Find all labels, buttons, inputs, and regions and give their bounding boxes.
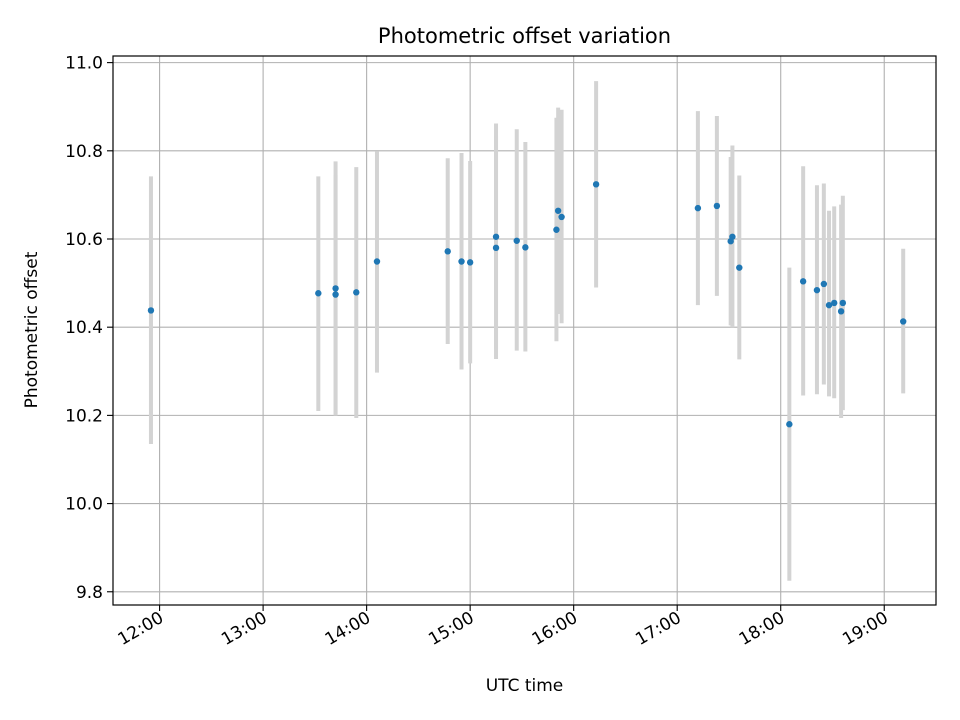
data-point bbox=[513, 237, 520, 244]
x-axis-label: UTC time bbox=[486, 676, 564, 696]
y-tick-label: 10.8 bbox=[65, 142, 103, 162]
y-axis-label: Photometric offset bbox=[22, 251, 42, 408]
x-tick-label: 15:00 bbox=[425, 608, 477, 650]
data-point bbox=[831, 299, 838, 307]
data-point bbox=[315, 290, 322, 297]
x-tick-label: 13:00 bbox=[218, 608, 270, 650]
data-point bbox=[458, 258, 465, 265]
data-point bbox=[353, 289, 360, 296]
x-tick-label: 14:00 bbox=[322, 608, 374, 650]
data-point bbox=[558, 213, 565, 221]
data-point bbox=[466, 259, 474, 266]
data-point bbox=[553, 226, 560, 233]
data-point bbox=[727, 238, 734, 245]
x-tick-label: 12:00 bbox=[115, 608, 167, 650]
data-point bbox=[786, 421, 793, 428]
data-point bbox=[736, 264, 743, 271]
y-tick-label: 10.0 bbox=[65, 495, 103, 515]
data-point bbox=[592, 181, 600, 188]
x-tick-label: 19:00 bbox=[839, 608, 891, 650]
chart-title: Photometric offset variation bbox=[378, 24, 671, 48]
y-tick-label: 10.4 bbox=[65, 318, 103, 338]
data-point bbox=[820, 280, 828, 288]
data-point bbox=[799, 278, 807, 285]
x-tick-label: 16:00 bbox=[529, 608, 581, 650]
data-points bbox=[147, 181, 907, 428]
data-point bbox=[332, 285, 339, 292]
x-tick-label: 18:00 bbox=[736, 608, 788, 650]
data-point bbox=[444, 248, 451, 255]
data-point bbox=[837, 308, 845, 315]
data-point bbox=[839, 299, 847, 307]
y-tick-label: 10.6 bbox=[65, 230, 103, 250]
data-point bbox=[332, 291, 339, 298]
data-point bbox=[373, 258, 381, 265]
data-point bbox=[713, 202, 721, 210]
plot-frame bbox=[112, 55, 937, 606]
data-point bbox=[554, 207, 562, 214]
data-point bbox=[813, 286, 821, 294]
data-point bbox=[694, 204, 702, 212]
error-bars bbox=[148, 81, 906, 581]
data-point bbox=[825, 301, 833, 309]
data-point bbox=[492, 233, 500, 240]
data-point bbox=[147, 307, 155, 314]
y-tick-label: 9.8 bbox=[76, 583, 103, 603]
x-tick-label: 17:00 bbox=[632, 608, 684, 650]
axis-ticks: 12:00 13:00 14:00 15:00 16:00 17:00 18:00 19:00… bbox=[65, 54, 892, 650]
data-point bbox=[492, 244, 500, 252]
y-tick-label: 10.2 bbox=[65, 406, 103, 426]
data-point bbox=[900, 318, 907, 325]
data-point bbox=[522, 244, 529, 251]
y-tick-label: 11.0 bbox=[65, 54, 103, 74]
